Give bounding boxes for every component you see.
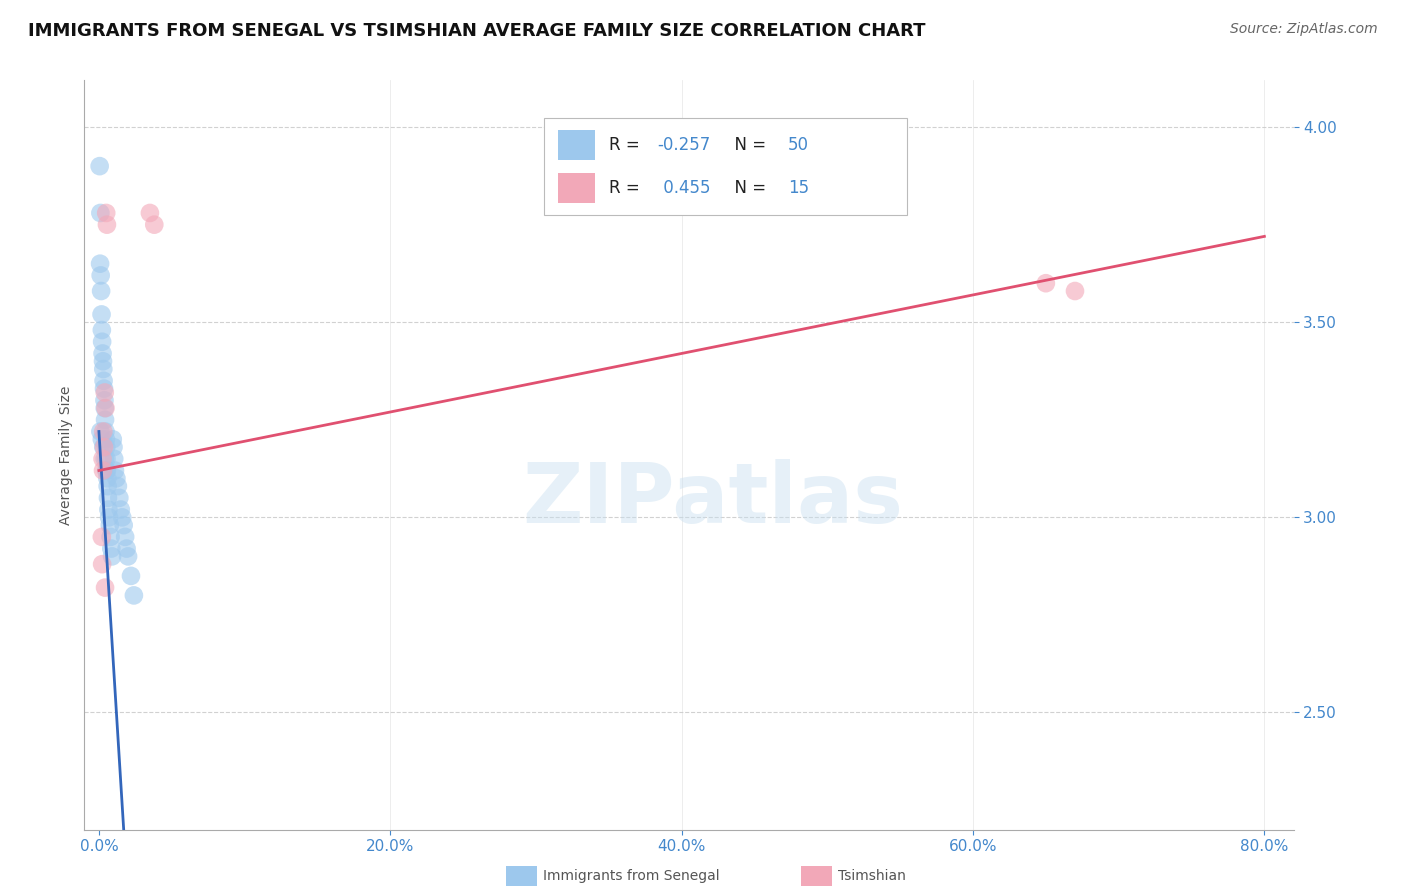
Point — [91, 334, 114, 349]
Point — [122, 589, 145, 603]
Point — [100, 541, 122, 556]
Text: 15: 15 — [789, 179, 810, 197]
Point — [110, 502, 132, 516]
Point — [90, 433, 112, 447]
Point — [91, 354, 114, 368]
Point — [143, 218, 166, 232]
Point — [101, 549, 124, 564]
Point — [91, 451, 114, 466]
Point — [91, 362, 114, 376]
Text: N =: N = — [724, 136, 772, 154]
Point — [94, 425, 117, 439]
Bar — [558, 173, 595, 202]
Point — [94, 581, 117, 595]
Point — [93, 393, 115, 408]
Point — [90, 284, 112, 298]
Point — [91, 558, 114, 572]
Text: 50: 50 — [789, 136, 808, 154]
Point — [93, 382, 115, 396]
Bar — [558, 130, 595, 160]
Point — [103, 440, 125, 454]
Point — [114, 530, 136, 544]
Point — [1035, 276, 1057, 290]
Point — [101, 433, 124, 447]
Point — [97, 491, 120, 505]
Text: -0.257: -0.257 — [658, 136, 711, 154]
Point — [1064, 284, 1087, 298]
Point — [90, 323, 112, 337]
Point — [91, 346, 114, 360]
Point — [89, 425, 111, 439]
Point — [107, 479, 129, 493]
Point — [94, 451, 117, 466]
Point — [104, 464, 127, 478]
Point — [112, 518, 135, 533]
Point — [96, 464, 118, 478]
Text: R =: R = — [609, 136, 645, 154]
Point — [94, 385, 117, 400]
Point — [115, 541, 138, 556]
Point — [91, 440, 114, 454]
Point — [89, 206, 111, 220]
Point — [139, 206, 162, 220]
Point — [98, 510, 121, 524]
Point — [108, 491, 131, 505]
Point — [96, 218, 118, 232]
Text: Immigrants from Senegal: Immigrants from Senegal — [543, 869, 720, 883]
Point — [90, 307, 112, 321]
Point — [94, 433, 117, 447]
Text: R =: R = — [609, 179, 645, 197]
Text: Source: ZipAtlas.com: Source: ZipAtlas.com — [1230, 22, 1378, 37]
Text: ZIPatlas: ZIPatlas — [523, 459, 904, 541]
Point — [96, 440, 118, 454]
Point — [100, 530, 122, 544]
Point — [111, 510, 134, 524]
Point — [97, 479, 120, 493]
Point — [120, 569, 142, 583]
Point — [96, 471, 118, 485]
Point — [103, 451, 125, 466]
Text: Tsimshian: Tsimshian — [838, 869, 905, 883]
FancyBboxPatch shape — [544, 118, 907, 215]
Point — [91, 425, 114, 439]
Point — [90, 268, 112, 283]
Text: 0.455: 0.455 — [658, 179, 710, 197]
Point — [117, 549, 139, 564]
Point — [94, 401, 117, 416]
Text: IMMIGRANTS FROM SENEGAL VS TSIMSHIAN AVERAGE FAMILY SIZE CORRELATION CHART: IMMIGRANTS FROM SENEGAL VS TSIMSHIAN AVE… — [28, 22, 925, 40]
Point — [94, 401, 117, 416]
Y-axis label: Average Family Size: Average Family Size — [59, 385, 73, 524]
Point — [97, 502, 120, 516]
Text: N =: N = — [724, 179, 772, 197]
Point — [93, 374, 115, 388]
Point — [96, 451, 118, 466]
Point — [93, 440, 115, 454]
Point — [96, 206, 118, 220]
Point — [90, 530, 112, 544]
Point — [98, 518, 121, 533]
Point — [89, 257, 111, 271]
Point — [96, 464, 118, 478]
Point — [94, 413, 117, 427]
Point — [105, 471, 128, 485]
Point — [91, 464, 114, 478]
Point — [89, 159, 111, 173]
